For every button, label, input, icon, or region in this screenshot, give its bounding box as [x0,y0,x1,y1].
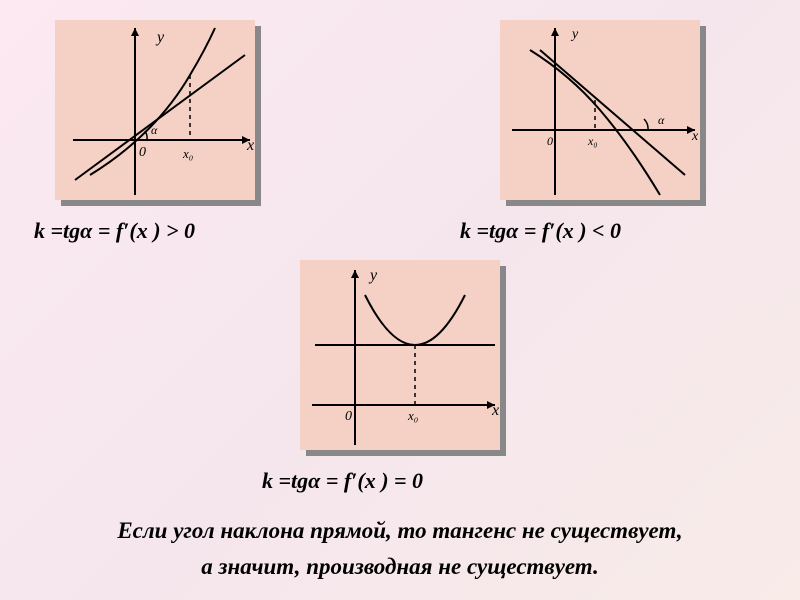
axis-x-label: x [691,129,699,144]
axis-x-label: x [246,137,254,154]
axis-y-label: y [570,27,579,42]
conclusion-line-2: а значит, производная не существует. [0,554,800,580]
axis-y-label: y [155,29,165,46]
conclusion-line-1: Если угол наклона прямой, то тангенс не … [0,518,800,544]
axis-x-label: x [491,402,499,419]
graph-positive-slope: y x 0 x₀ α [55,20,255,200]
alpha-label: α [658,113,665,127]
x0-label: x₀ [407,408,418,423]
caption-negative: k =tgα = f′(x ) < 0 [460,218,621,244]
graph-negative-slope: y x 0 x₀ α [500,20,700,200]
x0-label: x₀ [182,146,193,161]
caption-positive: k =tgα = f′(x ) > 0 [34,218,195,244]
x0-label: x₀ [587,134,598,148]
graph-zero-slope: y x 0 x₀ [300,260,500,450]
caption-zero: k =tgα = f′(x ) = 0 [262,468,423,494]
origin-label: 0 [345,409,352,424]
origin-label: 0 [547,134,553,148]
alpha-label: α [151,123,158,137]
axis-y-label: y [368,267,378,284]
origin-label: 0 [139,145,146,160]
